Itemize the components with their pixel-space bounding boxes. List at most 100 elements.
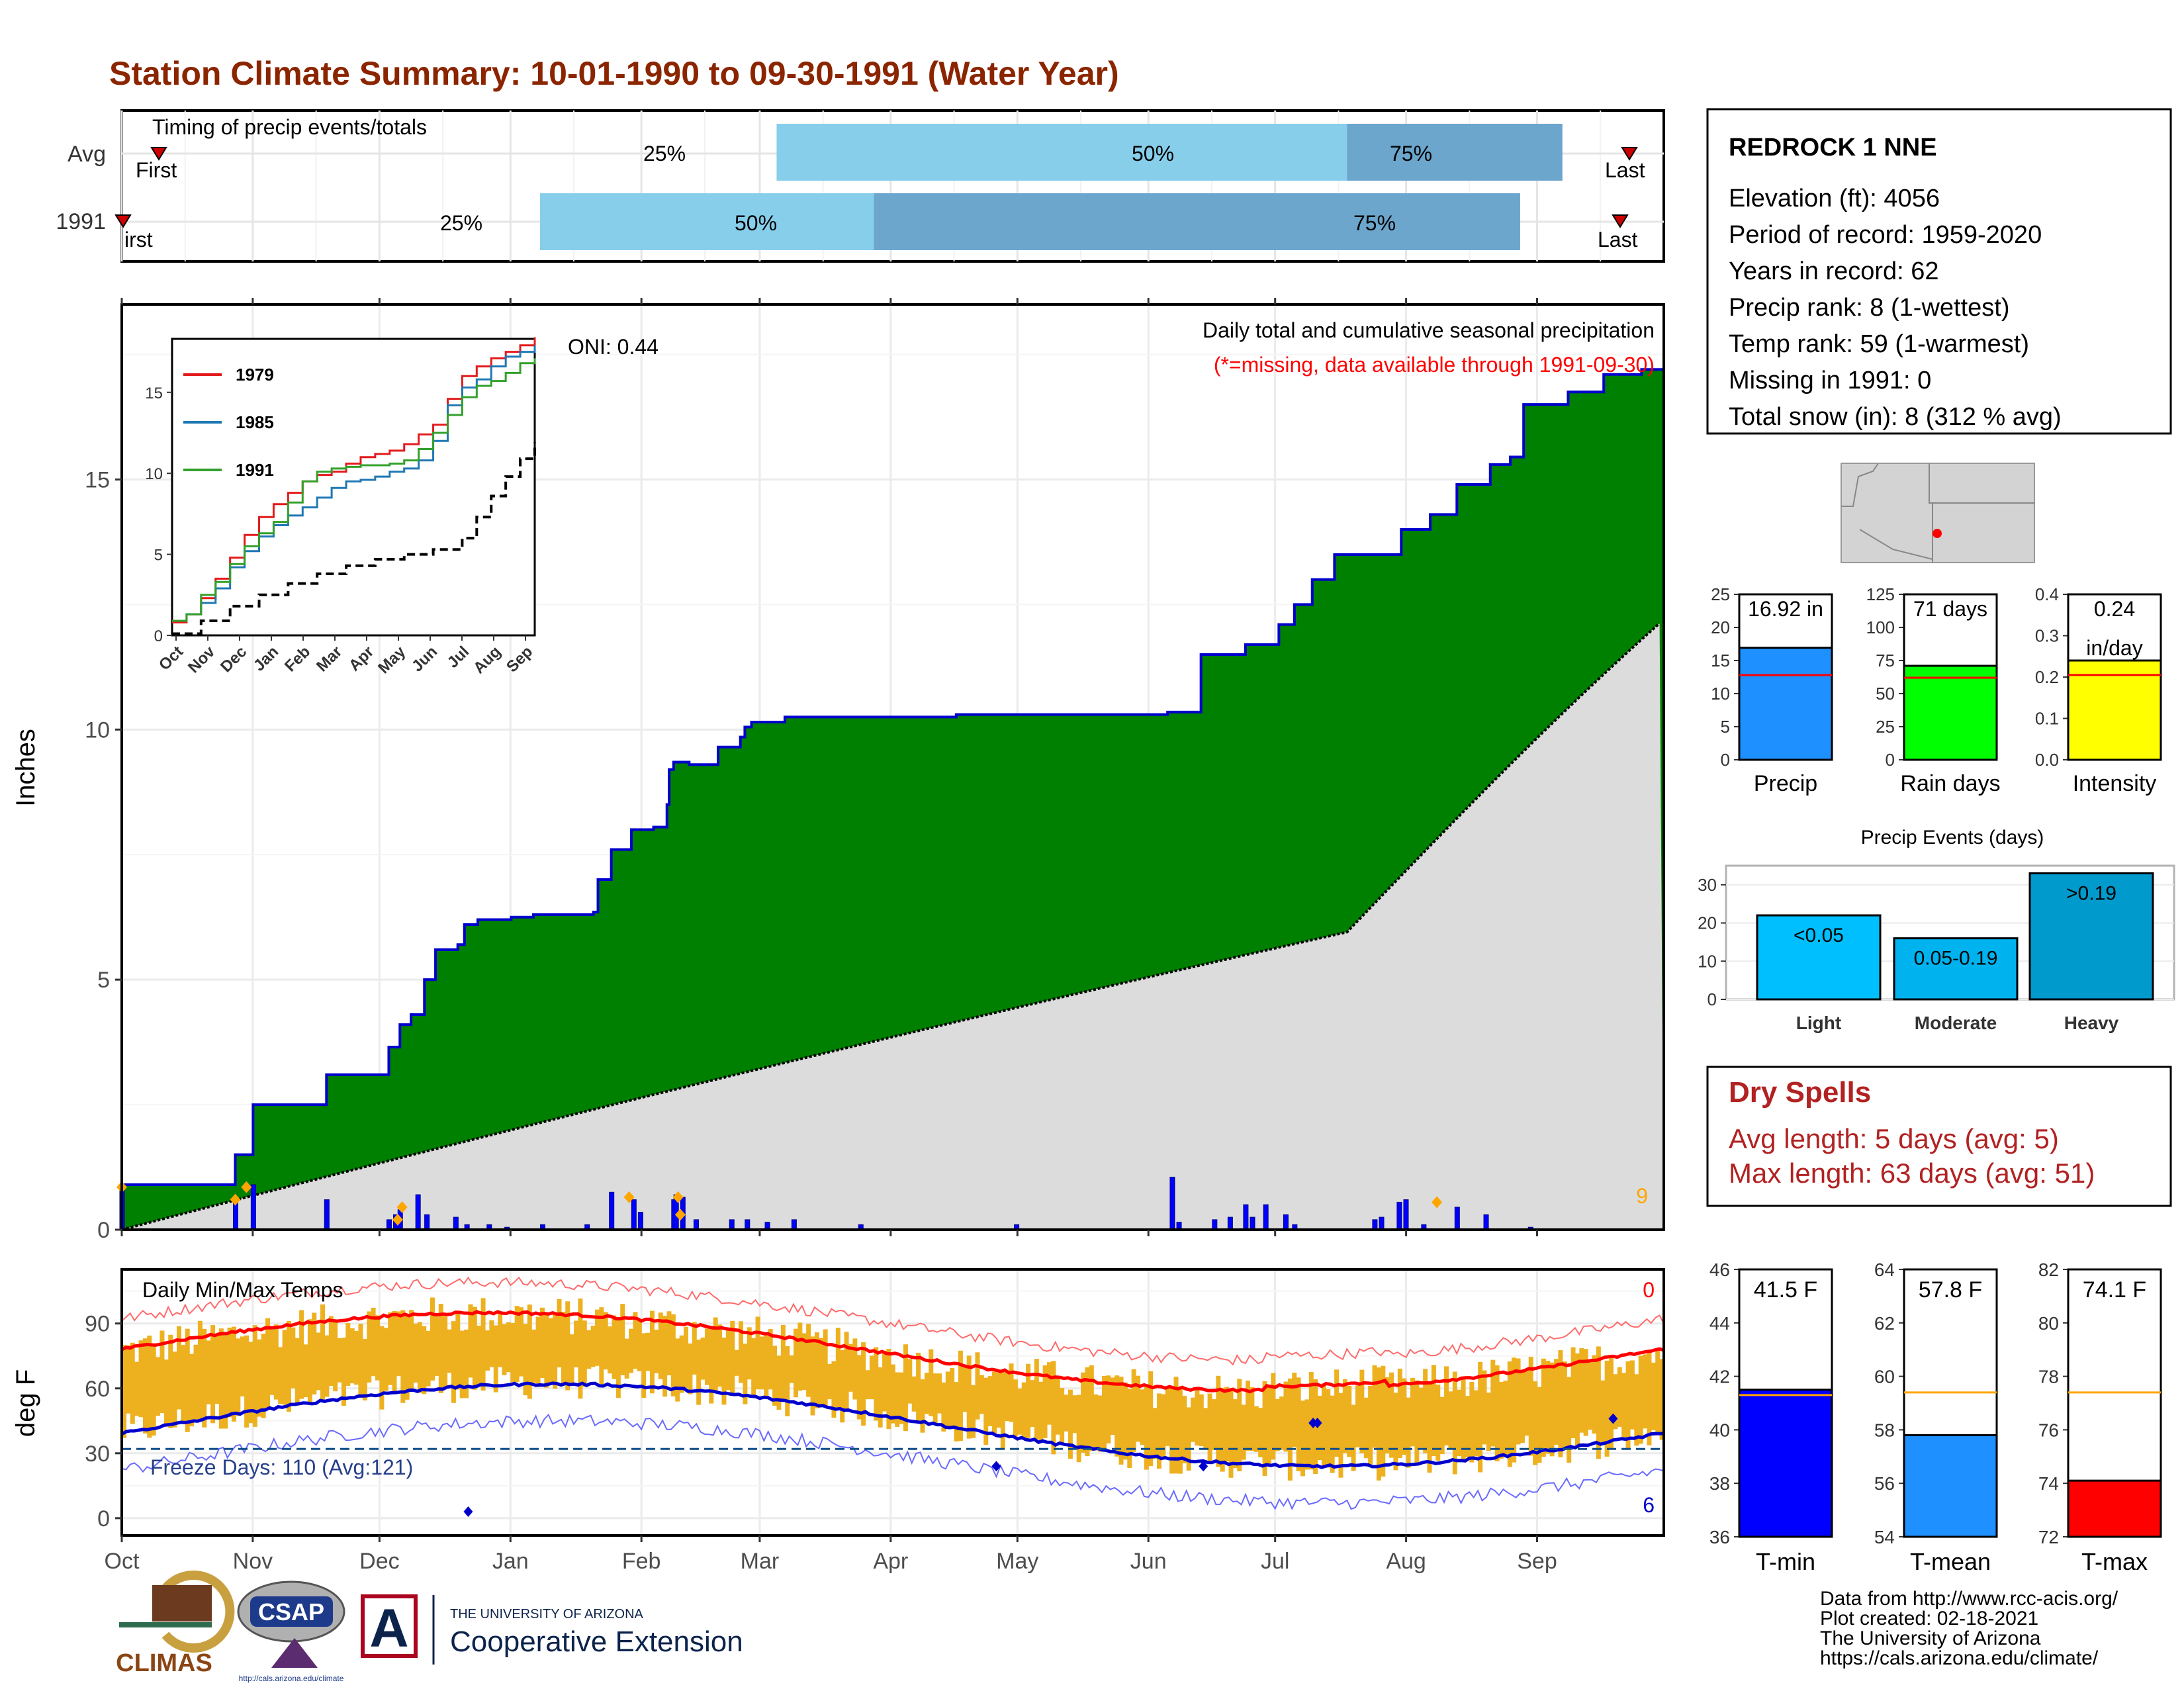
events-bar-label: Light	[1796, 1013, 1841, 1033]
mini-bar-value-text: 0.24	[2094, 597, 2135, 621]
temp-daily-bar	[202, 1328, 207, 1428]
temp-daily-bar	[138, 1340, 144, 1418]
temp-daily-bar	[945, 1371, 950, 1429]
mini-bar-tick-label: 125	[1866, 584, 1895, 604]
summary-mini-bars: 0 5 10 15 20 25 16.92 in Precip 0 25 50 75 100 125 71 …	[1711, 584, 2162, 796]
temp-daily-bar	[227, 1327, 232, 1418]
mini-bar-tick-label: 50	[1876, 684, 1895, 704]
temp-daily-bar	[903, 1344, 908, 1432]
temp-daily-bar	[954, 1382, 959, 1441]
temp-daily-bar	[929, 1349, 934, 1416]
temp-daily-bar	[240, 1336, 245, 1396]
month-tick-label: Dec	[359, 1549, 399, 1574]
temp-daily-bar	[514, 1306, 520, 1383]
mini-bar-tick-label: 0.2	[2035, 667, 2059, 687]
timing-1991-last-marker	[1612, 214, 1629, 228]
temp-daily-bar	[835, 1328, 841, 1410]
temp-daily-bar	[1127, 1389, 1132, 1469]
temp-daily-bar	[1173, 1377, 1179, 1474]
timing-bars	[114, 124, 1638, 250]
inset-y-tick-label: 10	[145, 465, 163, 483]
temp-daily-bar	[1574, 1353, 1580, 1448]
month-tick-label: Mar	[741, 1549, 780, 1574]
temp-record-max-line	[121, 1276, 1664, 1366]
precip-ylabel: Inches	[11, 729, 40, 807]
temp-daily-bar	[869, 1355, 874, 1400]
events-bar-text: <0.05	[1794, 925, 1844, 946]
temp-daily-bar	[941, 1382, 946, 1432]
temp-daily-bar	[1317, 1395, 1322, 1461]
temp-daily-bar	[1397, 1368, 1402, 1459]
temp-daily-bar	[840, 1349, 845, 1423]
month-tick-label: Sep	[1517, 1549, 1557, 1574]
temp-daily-bar	[1313, 1379, 1318, 1475]
temp-daily-bar	[539, 1307, 545, 1379]
temp-daily-bar	[747, 1327, 752, 1380]
temp-daily-bar	[1490, 1359, 1496, 1447]
temp-daily-bar	[438, 1304, 443, 1393]
temp-daily-bar	[1351, 1404, 1356, 1471]
climas-swirl-icon	[161, 1571, 235, 1653]
temp-daily-bar	[1655, 1348, 1661, 1434]
temp-daily-bar	[1258, 1408, 1263, 1457]
temp-daily-bar	[1085, 1367, 1090, 1457]
timing-1991-q50-q75-bar	[874, 193, 1520, 250]
freeze-days-label: Freeze Days: 110 (Avg:121)	[150, 1455, 413, 1479]
temp-bottom-count: 6	[1643, 1493, 1655, 1517]
station-name: REDROCK 1 NNE	[1729, 134, 1937, 161]
arizona-locator-map	[1841, 463, 2035, 563]
temp-daily-bar	[1047, 1362, 1052, 1425]
temp-daily-bar	[1203, 1408, 1208, 1450]
temp-daily-bar	[299, 1310, 304, 1399]
temp-daily-bar	[1359, 1369, 1365, 1453]
temp-daily-bar	[544, 1312, 549, 1388]
temp-daily-bar	[1228, 1390, 1234, 1478]
temp-daily-bar	[1478, 1361, 1483, 1473]
temp-daily-bar	[1643, 1354, 1648, 1429]
temp-daily-bar	[358, 1324, 363, 1398]
mini-bar-label: Rain days	[1900, 771, 2000, 796]
temp-daily-bar	[168, 1334, 173, 1428]
temp-daily-bar	[920, 1379, 925, 1433]
temp-daily-bar	[1545, 1360, 1551, 1454]
month-labels: Oct Nov Dec Jan Feb Mar Apr May Jun Jul Aug Sep	[105, 298, 1557, 1574]
precip-orange-marker	[230, 1193, 241, 1206]
timing-avg-q25-q50-bar	[776, 124, 1347, 181]
temp-daily-bar	[1026, 1363, 1031, 1438]
precip-daily-bar	[1483, 1214, 1489, 1230]
precip-daily-bar	[1227, 1216, 1233, 1230]
temp-daily-bar	[1287, 1378, 1293, 1481]
temp-daily-bar	[844, 1332, 849, 1410]
temp-daily-bar	[1381, 1365, 1386, 1477]
temp-daily-bar	[122, 1345, 126, 1438]
temp-daily-bar	[1596, 1346, 1601, 1459]
temp-daily-bar	[629, 1328, 634, 1373]
month-tick-label: Jul	[1261, 1549, 1289, 1574]
temp-daily-bar	[1051, 1361, 1056, 1455]
temp-daily-bar	[911, 1376, 917, 1412]
temp-daily-bar	[709, 1326, 714, 1404]
timing-avg-q25: 25%	[643, 142, 686, 165]
events-bar-text: 0.05-0.19	[1914, 948, 1998, 970]
temp-bar-tick-label: 82	[2038, 1259, 2059, 1280]
temp-daily-bar	[1461, 1376, 1466, 1461]
temp-daily-bar	[468, 1304, 473, 1378]
temp-daily-bar	[502, 1324, 507, 1375]
temp-bar-tick-label: 78	[2038, 1367, 2059, 1387]
temp-daily-bar	[1009, 1363, 1014, 1422]
temp-daily-bar	[506, 1322, 511, 1373]
events-tick-label: 30	[1698, 875, 1717, 895]
precip-daily-bar	[609, 1191, 615, 1230]
temp-daily-bar	[666, 1311, 672, 1376]
mini-bar-tick-label: 0.0	[2035, 750, 2059, 770]
temp-daily-bar	[1347, 1385, 1352, 1457]
temp-daily-bar	[1034, 1359, 1039, 1440]
temp-daily-bar	[257, 1339, 262, 1417]
temp-daily-bar	[641, 1333, 647, 1398]
station-line-snow: Total snow (in): 8 (312 % avg)	[1729, 403, 2062, 431]
month-tick-label: Nov	[233, 1549, 273, 1574]
temp-daily-bar	[1177, 1386, 1183, 1474]
temp-daily-bar	[1621, 1373, 1627, 1438]
temp-daily-bar	[1499, 1381, 1504, 1459]
temp-daily-bar	[793, 1328, 798, 1398]
